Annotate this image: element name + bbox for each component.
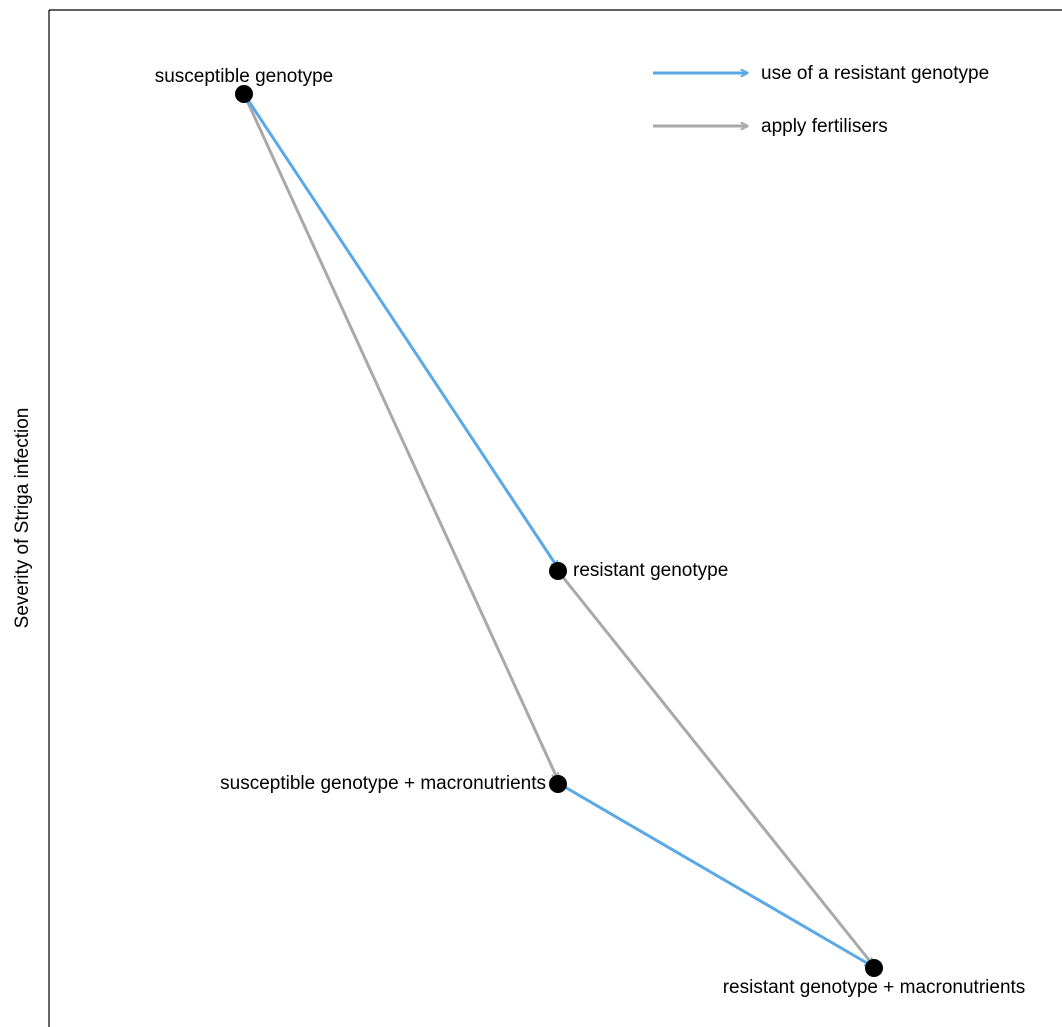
arrow-resistant-sgm-to-rgm (557, 781, 872, 968)
label-resistant-genotype: resistant genotype (573, 560, 728, 581)
node-susceptible-macronutrients (549, 775, 567, 793)
label-resistant-macronutrients: resistant genotype + macronutrients (723, 977, 1026, 998)
node-resistant-genotype (549, 562, 567, 580)
y-axis-label: Severity of Striga infection (12, 408, 33, 629)
node-resistant-macronutrients (865, 959, 883, 977)
arrow-resistant-sg-to-rg (242, 93, 560, 568)
legend-resistant-label: use of a resistant genotype (761, 63, 989, 84)
label-susceptible-genotype: susceptible genotype (155, 66, 334, 87)
legend-fertiliser-label: apply fertilisers (761, 116, 888, 137)
node-susceptible-genotype (235, 85, 253, 103)
label-susceptible-macronutrients: susceptible genotype + macronutrients (220, 773, 546, 794)
arrow-fertiliser-sg-to-sgm (242, 93, 560, 780)
legend: use of a resistant genotype apply fertil… (653, 63, 989, 137)
arrow-fertiliser-rg-to-rgm (556, 570, 875, 965)
